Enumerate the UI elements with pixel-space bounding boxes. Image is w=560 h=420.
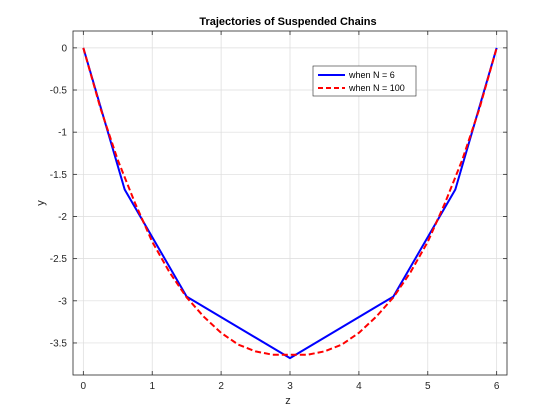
series-line-0: [82, 47, 498, 360]
y-tick-label: 0: [61, 43, 67, 54]
legend: when N = 6 when N = 100: [312, 65, 417, 97]
x-tick-label: 3: [287, 381, 293, 392]
series-layer: [82, 47, 498, 360]
y-axis-label: y: [35, 200, 47, 206]
y-tick-label: -3.5: [50, 338, 68, 349]
x-tick-label: 0: [81, 381, 87, 392]
x-tick-label: 5: [425, 381, 431, 392]
x-tick-label: 2: [218, 381, 224, 392]
y-tick-label: -0.5: [50, 86, 68, 97]
legend-label-n6: when N = 6: [348, 70, 395, 80]
ticks: 0 1 2 3 4 5 6 0 -0.5 -1 -1.5 -2 -2.5 -3 -3.5: [50, 31, 507, 392]
x-tick-label: 6: [494, 381, 500, 392]
y-tick-label: -1: [58, 128, 67, 139]
x-tick-label: 4: [356, 381, 362, 392]
chart-title: Trajectories of Suspended Chains: [199, 16, 376, 28]
y-tick-label: -1.5: [50, 170, 68, 181]
legend-label-n100: when N = 100: [348, 83, 405, 93]
y-tick-label: -2.5: [50, 254, 68, 265]
x-tick-label: 1: [149, 381, 155, 392]
y-tick-label: -3: [58, 296, 67, 307]
legend-box: [312, 65, 417, 97]
x-axis-label: z: [285, 395, 291, 407]
y-tick-label: -2: [58, 212, 67, 223]
